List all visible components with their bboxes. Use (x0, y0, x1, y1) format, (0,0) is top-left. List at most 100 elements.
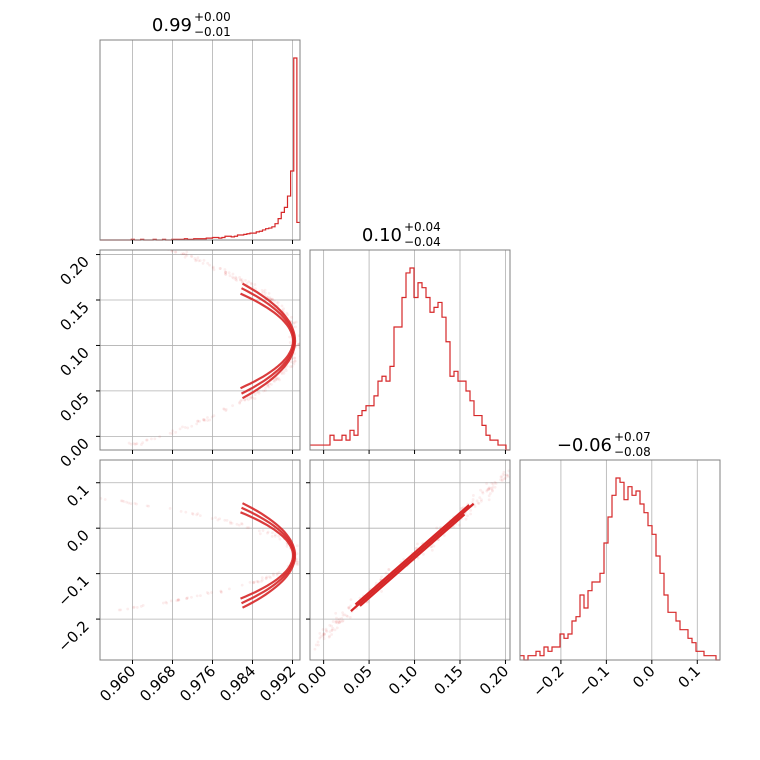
scatter-point (42, 489, 45, 492)
scatter-point (478, 496, 482, 500)
scatter-point (296, 343, 300, 347)
scatter-point (210, 591, 213, 594)
scatter-point (39, 489, 42, 492)
contour-line (240, 292, 295, 390)
scatter-point (228, 274, 232, 278)
scatter-point (347, 606, 351, 610)
scatter-point (487, 487, 490, 491)
scatter-point (206, 419, 209, 422)
scatter-point (140, 443, 143, 446)
scatter-point (197, 259, 201, 263)
scatter-point (292, 362, 296, 366)
scatter-point (330, 628, 334, 632)
scatter-point (7, 485, 10, 488)
scatter-panel-0-1 (99, 243, 301, 451)
scatter-point (291, 360, 295, 364)
scatter-point (430, 545, 433, 549)
scatter-point (384, 571, 388, 575)
scatter-point (186, 426, 190, 430)
scatter-point (499, 475, 503, 479)
scatter-point (432, 544, 436, 548)
scatter-point (152, 243, 155, 246)
scatter-point (387, 568, 391, 571)
scatter-point (240, 280, 244, 284)
scatter-point (282, 371, 286, 375)
scatter-point (256, 579, 260, 583)
scatter-point (499, 478, 503, 482)
scatter-point (275, 572, 279, 576)
scatter-point (145, 504, 149, 508)
scatter-point (273, 533, 277, 537)
scatter-point (387, 568, 391, 572)
scatter-point (264, 576, 268, 580)
scatter-point (334, 611, 338, 615)
scatter-point (267, 575, 271, 579)
scatter-point (282, 369, 286, 373)
scatter-point (224, 270, 227, 274)
scatter-point (325, 630, 329, 633)
scatter-point (211, 265, 215, 269)
contour-line (359, 513, 466, 607)
scatter-point (258, 532, 262, 536)
scatter-point (266, 384, 270, 388)
scatter-point (183, 255, 187, 259)
scatter-point (293, 356, 296, 360)
scatter-point (202, 418, 206, 422)
scatter-point (263, 288, 267, 292)
scatter-point (336, 619, 340, 623)
scatter-point (168, 431, 172, 435)
scatter-point (328, 634, 331, 638)
scatter-point (477, 502, 481, 505)
contour-line (354, 504, 470, 606)
scatter-point (488, 487, 492, 490)
scatter-point (266, 383, 270, 386)
scatter-point (476, 501, 480, 505)
scatter-point (485, 488, 489, 492)
scatter-point (196, 419, 200, 423)
x-tick-label: 0.976 (176, 662, 219, 705)
scatter-point (416, 542, 419, 546)
scatter-point (314, 643, 318, 647)
scatter-point (490, 488, 494, 492)
title-plus: +0.04 (404, 220, 441, 234)
scatter-point (380, 575, 383, 579)
scatter-point (43, 619, 46, 622)
scatter-point (295, 562, 298, 566)
histogram-series-1 (310, 267, 510, 451)
scatter-point (178, 427, 182, 431)
scatter-point (199, 594, 202, 598)
scatter-point (223, 268, 227, 271)
scatter-point (297, 342, 300, 346)
scatter-point (469, 512, 473, 516)
y-tick-label: −0.2 (54, 617, 92, 655)
scatter-point (485, 489, 489, 493)
scatter-point (505, 473, 509, 477)
scatter-point (250, 282, 254, 286)
x-tick-label: 0.10 (385, 662, 421, 698)
scatter-point (481, 491, 485, 495)
scatter-point (481, 490, 484, 494)
scatter-point (247, 280, 251, 284)
scatter-point (500, 475, 504, 479)
scatter-point (285, 544, 289, 548)
scatter-point (257, 529, 261, 533)
scatter-point (501, 472, 505, 476)
scatter-point (284, 369, 288, 372)
scatter-point (132, 606, 135, 609)
scatter-point (83, 613, 86, 616)
contour-line (350, 502, 475, 612)
scatter-point (89, 613, 92, 616)
scatter-point (277, 571, 281, 574)
histogram-series-0 (100, 57, 300, 241)
scatter-point (164, 245, 167, 248)
scatter-point (126, 607, 130, 611)
scatter-point (234, 276, 238, 280)
scatter-point (224, 272, 228, 276)
scatter-point (249, 395, 253, 399)
scatter-point (493, 485, 497, 489)
scatter-point (243, 398, 247, 402)
scatter-point (68, 615, 71, 618)
panel-frame (519, 459, 721, 661)
scatter-point (335, 616, 338, 620)
scatter-point (41, 489, 44, 492)
